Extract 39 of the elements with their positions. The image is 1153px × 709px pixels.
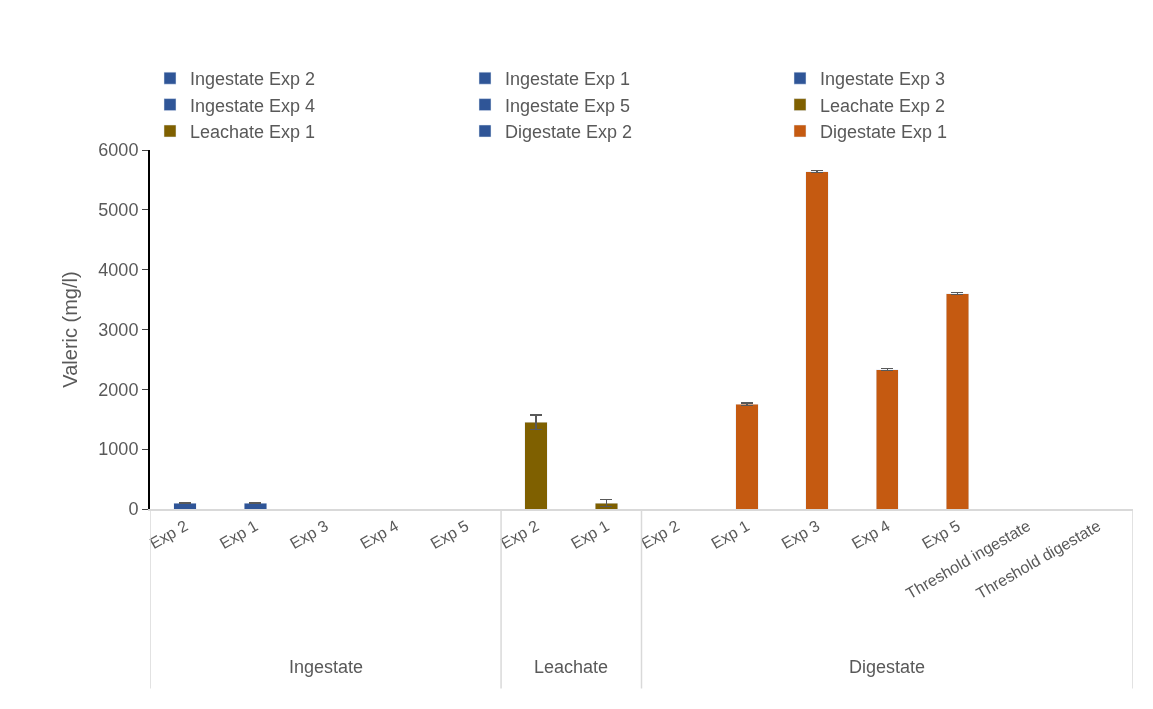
x-tick-label: Exp 4 (848, 516, 893, 553)
y-tick-label: 6000 (98, 140, 139, 161)
bar (243, 502, 267, 509)
legend-label: Ingestate Exp 1 (505, 69, 631, 90)
x-tick-label: Exp 1 (216, 516, 261, 553)
bar (875, 369, 899, 509)
x-tick-label: Exp 3 (778, 516, 823, 553)
x-tick-label: Exp 4 (357, 516, 402, 553)
y-tick-label: 0 (128, 499, 139, 520)
legend-label: Ingestate Exp 4 (190, 95, 316, 116)
bar (524, 421, 548, 509)
x-tick-label: Exp 1 (708, 516, 753, 553)
y-tick-label: 1000 (98, 439, 139, 460)
x-tick-label: Exp 2 (638, 516, 683, 553)
x-tick-label: Exp 5 (427, 516, 472, 553)
x-tick-label: Exp 1 (567, 516, 612, 553)
legend-label: Digestate Exp 2 (505, 122, 633, 143)
legend-label: Digestate Exp 1 (820, 122, 948, 143)
x-tick-label: Exp 3 (287, 516, 332, 553)
legend-label: Leachate Exp 1 (190, 122, 316, 143)
x-tick-label: Exp 2 (497, 516, 542, 553)
x-tick-label: Exp 2 (146, 516, 191, 553)
text: Ingestate (289, 657, 364, 677)
text: Digestate (849, 657, 926, 677)
bar (945, 293, 969, 509)
x-tick-label: Exp 5 (919, 516, 964, 553)
y-tick-label: 2000 (98, 379, 139, 400)
legend-label: Ingestate Exp 3 (820, 69, 946, 90)
legend-label: Leachate Exp 2 (820, 95, 946, 116)
legend-label: Ingestate Exp 2 (190, 69, 316, 90)
legend-label: Ingestate Exp 5 (505, 95, 631, 116)
bar (173, 502, 197, 509)
y-tick-label: 4000 (98, 259, 139, 280)
bar (735, 404, 759, 509)
y-tick-label: 5000 (98, 200, 139, 221)
text: Leachate (534, 657, 609, 677)
y-axis-title: Valeric (mg/l) (59, 271, 82, 388)
y-tick-label: 3000 (98, 319, 139, 340)
bar (805, 171, 829, 509)
